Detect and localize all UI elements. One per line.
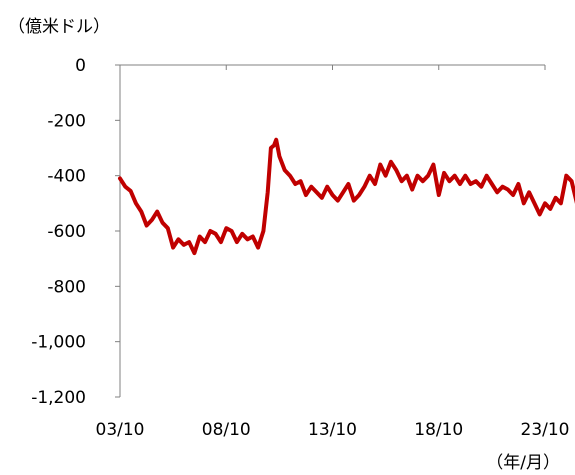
y-tick-label: -400 bbox=[47, 167, 86, 187]
x-tick-label: 23/10 bbox=[521, 420, 570, 440]
y-tick-label: -1,000 bbox=[31, 333, 86, 353]
y-axis-label: （億米ドル） bbox=[8, 17, 110, 37]
y-tick-label: 0 bbox=[75, 56, 86, 76]
y-tick-label: -200 bbox=[47, 111, 86, 131]
x-tick-label: 03/10 bbox=[96, 420, 145, 440]
y-ticks: 0 -200 -400 -600 -800 -1,000 -1,200 bbox=[31, 56, 120, 408]
x-tick-label: 08/10 bbox=[202, 420, 251, 440]
x-tick-label: 18/10 bbox=[414, 420, 463, 440]
y-tick-label: -600 bbox=[47, 222, 86, 242]
x-ticks: 03/10 08/10 13/10 18/10 23/10 bbox=[96, 65, 570, 440]
y-tick-label: -800 bbox=[47, 277, 86, 297]
x-tick-label: 13/10 bbox=[308, 420, 357, 440]
y-tick-label: -1,200 bbox=[31, 388, 86, 408]
series-line bbox=[118, 137, 575, 256]
x-axis-unit: （年/月） bbox=[486, 453, 560, 473]
